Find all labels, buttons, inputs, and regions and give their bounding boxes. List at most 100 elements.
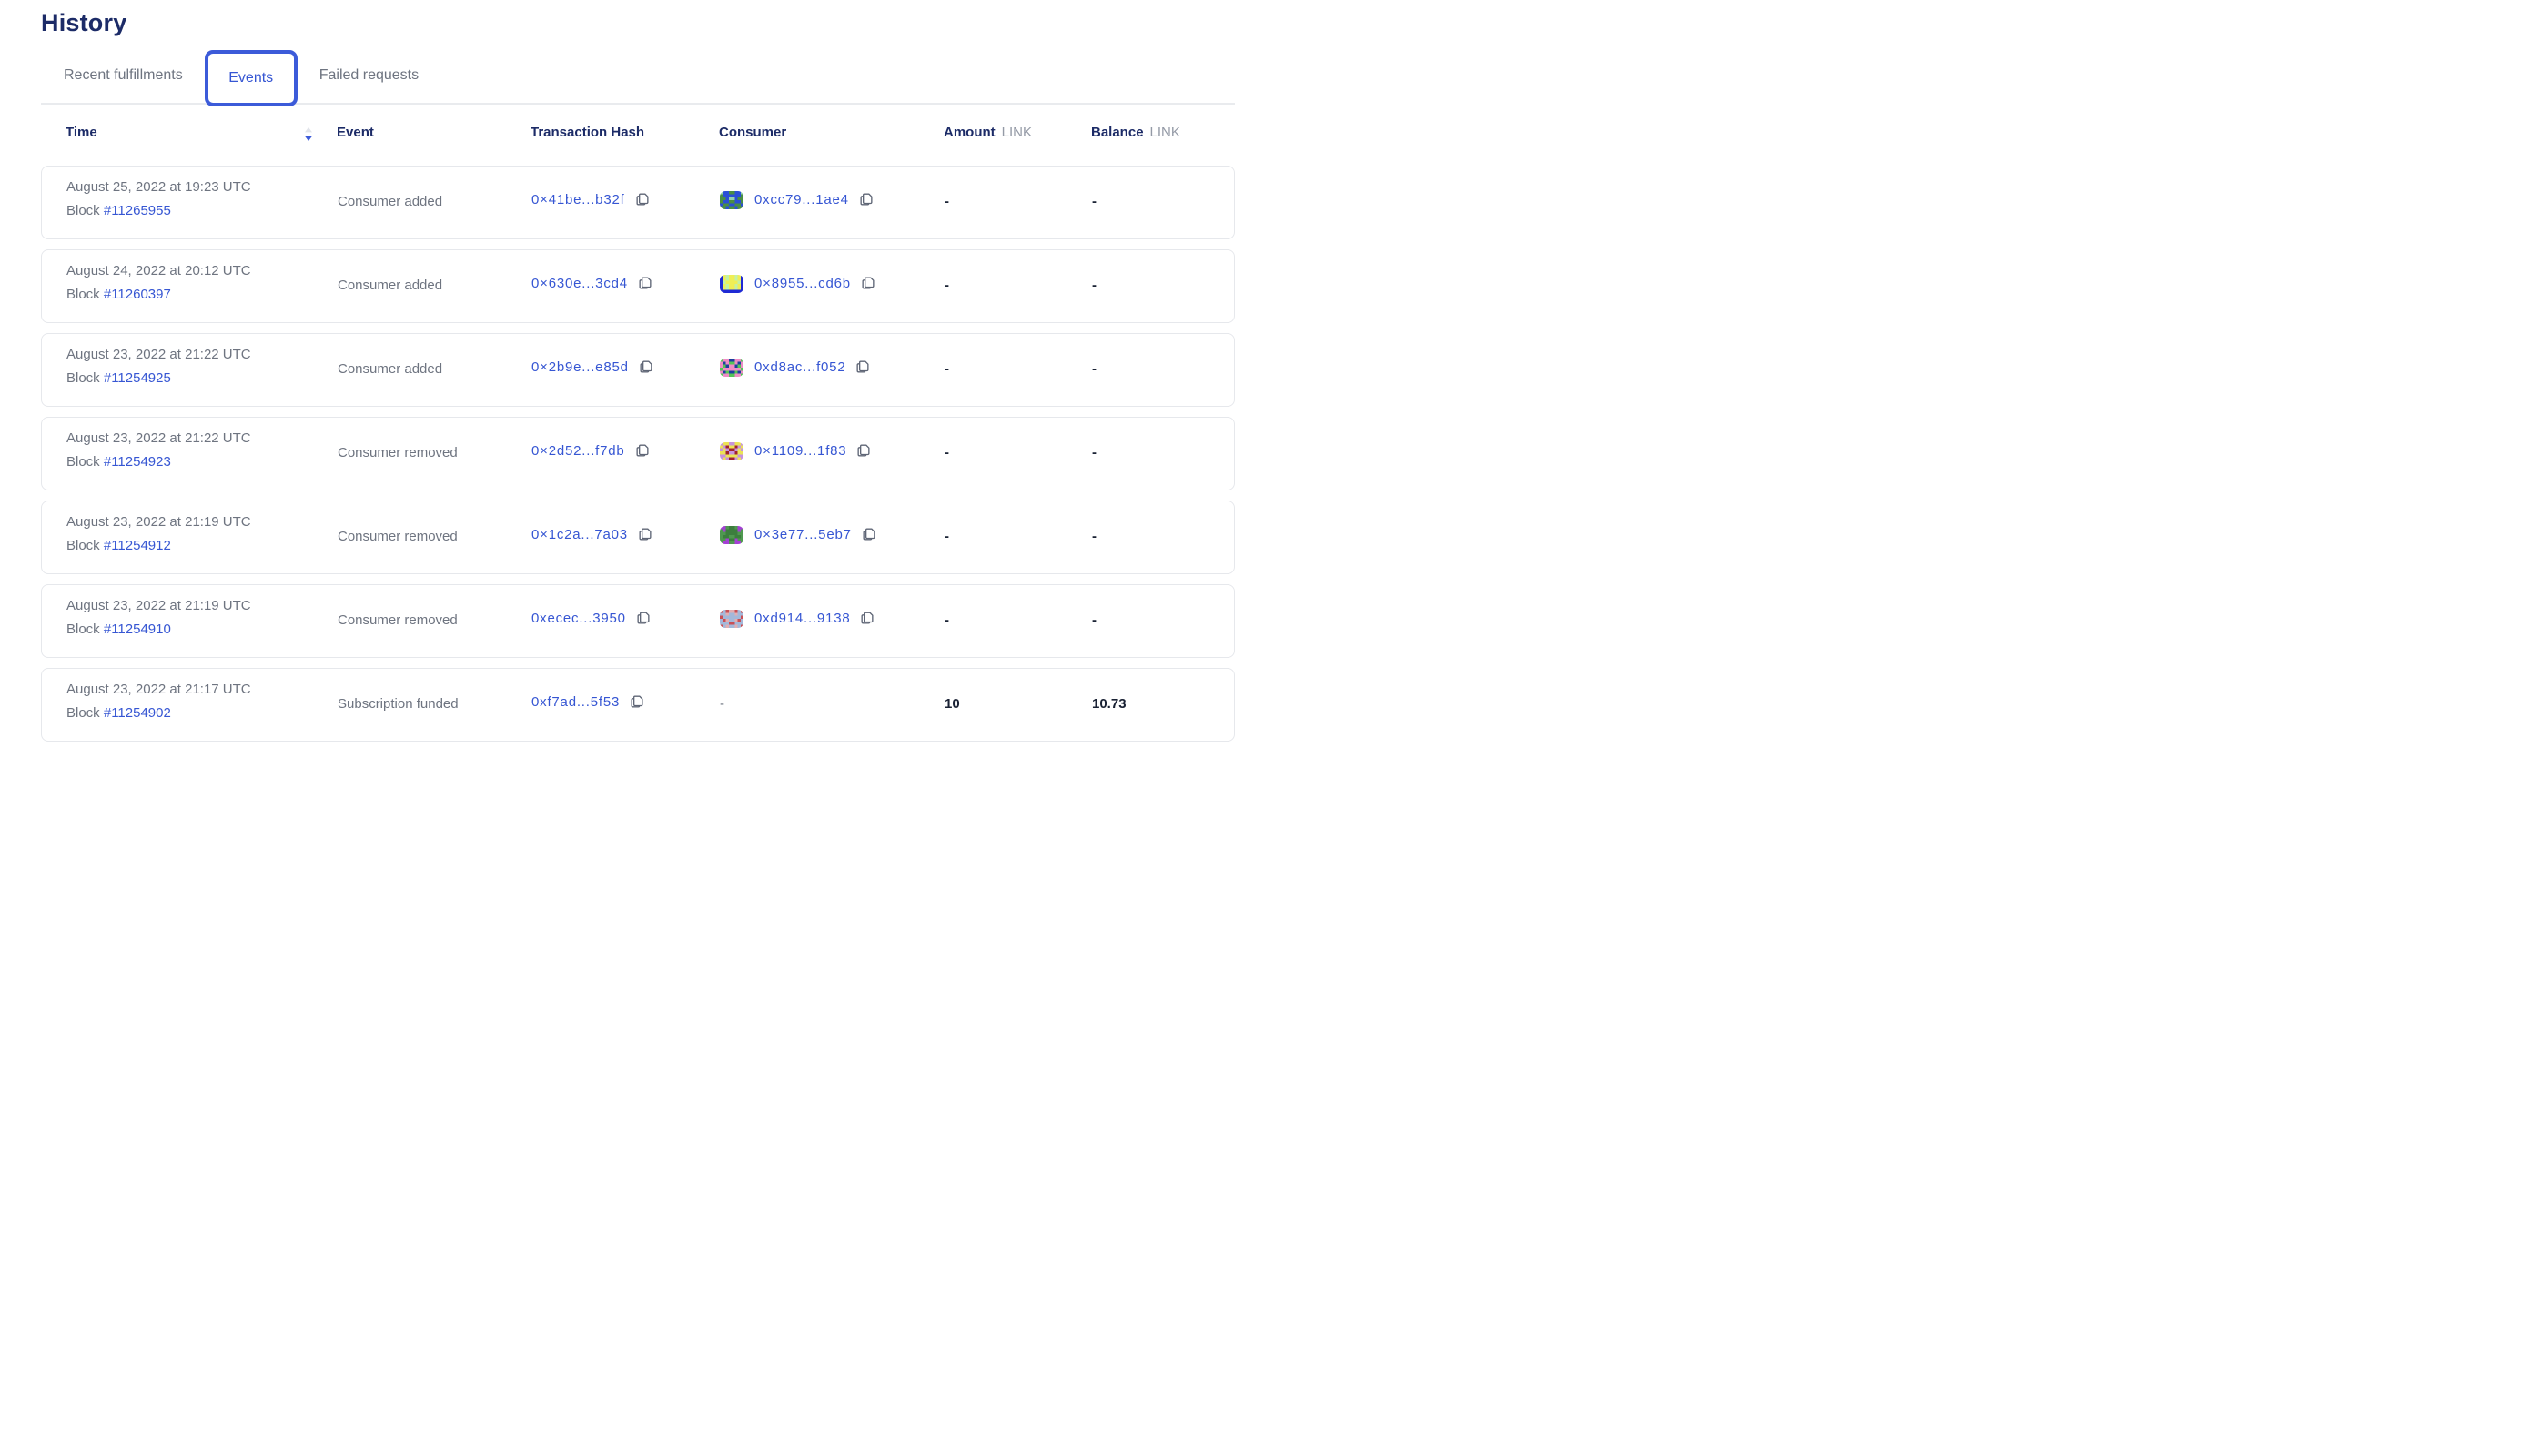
copy-icon[interactable]: [855, 442, 872, 459]
consumer-address-link[interactable]: 0xd914...9138: [754, 611, 851, 626]
event-cell: Consumer removed: [338, 445, 458, 460]
column-header-time: Time: [66, 125, 337, 152]
column-header-time-label: Time: [66, 125, 97, 140]
block-number-link[interactable]: #11254902: [103, 705, 171, 721]
block-label: Block: [66, 287, 100, 302]
tab-recent-fulfillments[interactable]: Recent fulfillments: [64, 67, 183, 83]
consumer-cell: 0xcc79...1ae4: [720, 167, 945, 238]
column-header-balance: Balance LINK: [1091, 125, 1235, 152]
block-label: Block: [66, 538, 100, 553]
event-cell: Consumer added: [338, 278, 443, 293]
copy-icon[interactable]: [854, 359, 871, 375]
transaction-hash-link[interactable]: 0xf7ad...5f53: [531, 694, 621, 710]
time-cell: August 23, 2022 at 21:22 UTC Block #1125…: [66, 334, 338, 406]
consumer-cell: 0×3e77...5eb7: [720, 501, 945, 573]
copy-icon[interactable]: [634, 442, 651, 459]
transaction-hash-link[interactable]: 0xecec...3950: [531, 611, 626, 626]
balance-cell: -: [1092, 194, 1097, 209]
copy-icon[interactable]: [635, 610, 652, 626]
row-date: August 23, 2022 at 21:19 UTC: [66, 514, 251, 530]
transaction-hash-link[interactable]: 0×2b9e...e85d: [531, 359, 629, 375]
consumer-address-link[interactable]: 0xcc79...1ae4: [754, 192, 849, 207]
balance-unit-label: LINK: [1149, 125, 1180, 140]
copy-icon[interactable]: [638, 359, 654, 375]
consumer-identicon: [720, 610, 743, 628]
time-cell: August 24, 2022 at 20:12 UTC Block #1126…: [66, 250, 338, 322]
balance-cell: 10.73: [1092, 696, 1127, 712]
block-number-link[interactable]: #11254910: [103, 622, 171, 637]
transaction-hash-cell: 0xecec...3950: [531, 585, 720, 657]
amount-cell: -: [945, 194, 949, 209]
tab-events[interactable]: Events: [204, 50, 298, 106]
transaction-hash-link[interactable]: 0×1c2a...7a03: [531, 527, 628, 542]
amount-cell: -: [945, 529, 949, 544]
column-header-amount-label: Amount: [944, 125, 996, 140]
transaction-hash-link[interactable]: 0×630e...3cd4: [531, 276, 628, 291]
consumer-address-link[interactable]: 0×1109...1f83: [754, 443, 847, 459]
transaction-hash-cell: 0×1c2a...7a03: [531, 501, 720, 573]
table-row: August 24, 2022 at 20:12 UTC Block #1126…: [41, 249, 1235, 323]
consumer-address-link[interactable]: 0xd8ac...f052: [754, 359, 846, 375]
amount-cell: 10: [945, 696, 960, 712]
copy-icon[interactable]: [629, 693, 645, 710]
block-number-link[interactable]: #11254925: [103, 370, 171, 386]
sort-descending-icon[interactable]: [304, 125, 313, 142]
block-label: Block: [66, 370, 100, 386]
block-line: Block #11254923: [66, 454, 338, 470]
copy-icon[interactable]: [861, 526, 877, 542]
event-cell: Consumer added: [338, 361, 443, 377]
balance-cell: -: [1092, 529, 1097, 544]
table-row: August 23, 2022 at 21:19 UTC Block #1125…: [41, 584, 1235, 658]
column-header-event: Event: [337, 125, 374, 140]
copy-icon[interactable]: [634, 191, 651, 207]
tab-failed-requests[interactable]: Failed requests: [319, 67, 420, 83]
event-cell: Consumer removed: [338, 612, 458, 628]
copy-icon[interactable]: [858, 191, 875, 207]
consumer-identicon: [720, 442, 743, 460]
block-number-link[interactable]: #11254923: [103, 454, 171, 470]
block-line: Block #11265955: [66, 203, 338, 218]
consumer-address-link[interactable]: 0×8955...cd6b: [754, 276, 851, 291]
time-cell: August 23, 2022 at 21:17 UTC Block #1125…: [66, 669, 338, 741]
copy-icon[interactable]: [859, 610, 875, 626]
table-row: August 23, 2022 at 21:17 UTC Block #1125…: [41, 668, 1235, 742]
consumer-cell: 0xd8ac...f052: [720, 334, 945, 406]
copy-icon[interactable]: [860, 275, 876, 291]
time-cell: August 25, 2022 at 19:23 UTC Block #1126…: [66, 167, 338, 238]
consumer-cell: 0×8955...cd6b: [720, 250, 945, 322]
history-page: History Recent fulfillments Events Faile…: [0, 9, 1264, 742]
copy-icon[interactable]: [637, 526, 653, 542]
block-number-link[interactable]: #11260397: [103, 287, 171, 302]
table-header: Time Event Transaction Hash Consumer Amo…: [41, 125, 1235, 152]
amount-cell: -: [945, 278, 949, 293]
table-row: August 23, 2022 at 21:19 UTC Block #1125…: [41, 500, 1235, 574]
row-date: August 23, 2022 at 21:19 UTC: [66, 598, 251, 613]
block-line: Block #11254910: [66, 622, 338, 637]
block-number-link[interactable]: #11254912: [103, 538, 171, 553]
time-cell: August 23, 2022 at 21:19 UTC Block #1125…: [66, 501, 338, 573]
transaction-hash-link[interactable]: 0×41be...b32f: [531, 192, 625, 207]
row-date: August 23, 2022 at 21:17 UTC: [66, 682, 251, 697]
consumer-cell: 0×1109...1f83: [720, 418, 945, 490]
block-label: Block: [66, 705, 100, 721]
transaction-hash-link[interactable]: 0×2d52...f7db: [531, 443, 625, 459]
table-body: August 25, 2022 at 19:23 UTC Block #1126…: [41, 166, 1235, 742]
consumer-address-link[interactable]: 0×3e77...5eb7: [754, 527, 852, 542]
amount-cell: -: [945, 361, 949, 377]
block-line: Block #11260397: [66, 287, 338, 302]
table-row: August 25, 2022 at 19:23 UTC Block #1126…: [41, 166, 1235, 239]
amount-cell: -: [945, 445, 949, 460]
block-line: Block #11254912: [66, 538, 338, 553]
balance-cell: -: [1092, 361, 1097, 377]
column-header-transaction-hash: Transaction Hash: [531, 125, 645, 140]
block-number-link[interactable]: #11265955: [103, 203, 171, 218]
event-cell: Consumer removed: [338, 529, 458, 544]
consumer-identicon: [720, 191, 743, 209]
consumer-identicon: [720, 275, 743, 293]
block-label: Block: [66, 454, 100, 470]
copy-icon[interactable]: [637, 275, 653, 291]
consumer-empty-value: -: [720, 696, 724, 712]
transaction-hash-cell: 0×2d52...f7db: [531, 418, 720, 490]
row-date: August 23, 2022 at 21:22 UTC: [66, 430, 251, 446]
table-row: August 23, 2022 at 21:22 UTC Block #1125…: [41, 417, 1235, 490]
